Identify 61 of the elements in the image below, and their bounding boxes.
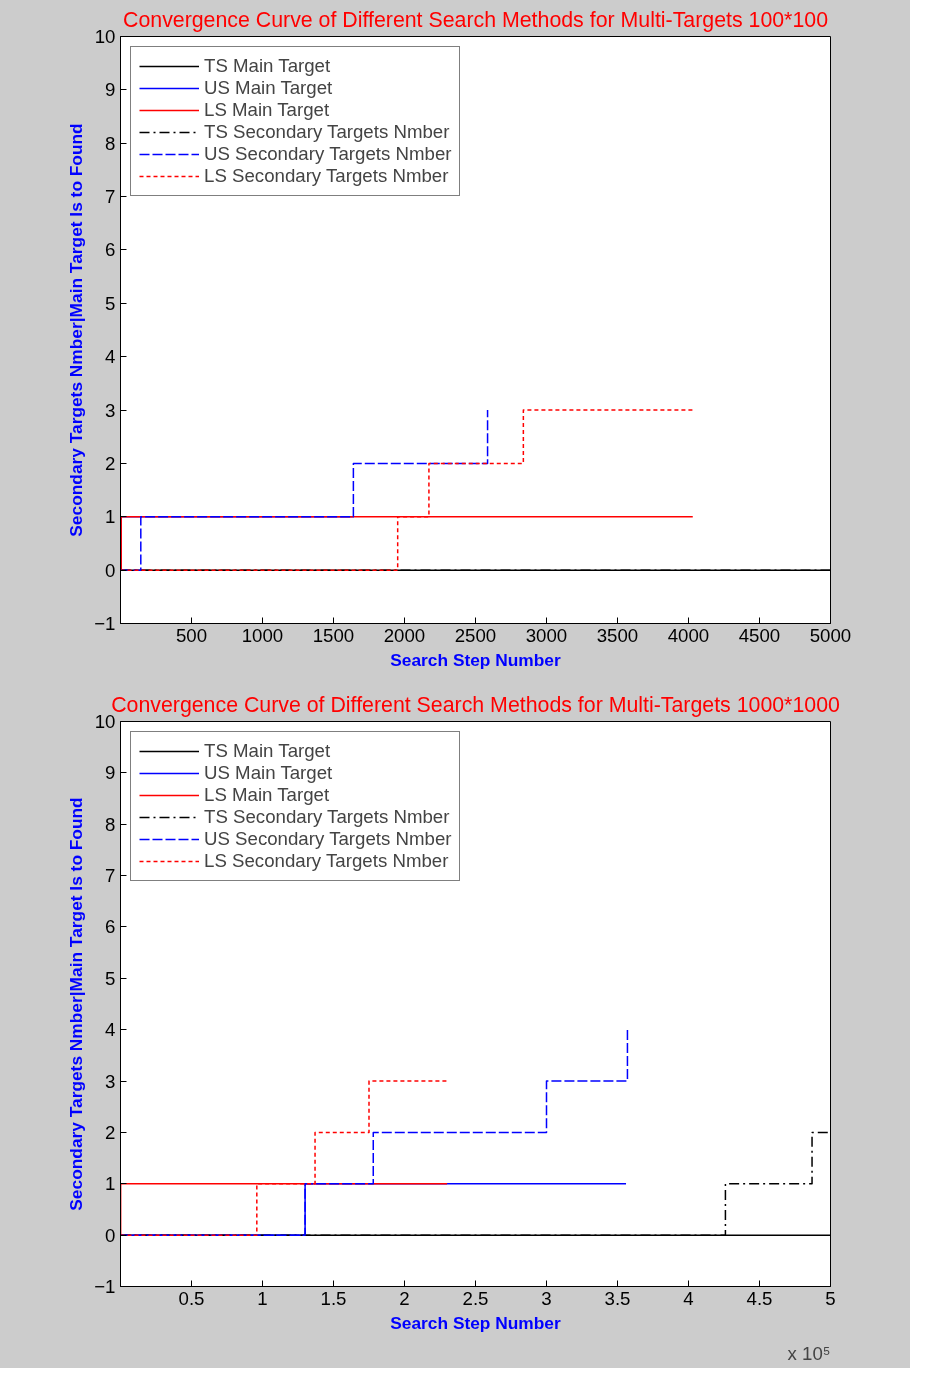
y-tick-label: 2 — [105, 1121, 116, 1143]
y-tick-label: 10 — [94, 26, 116, 47]
y-tick-label: 8 — [105, 813, 116, 835]
legend-label: TS Secondary Targets Nmber — [204, 806, 450, 828]
y-tick-label: 1 — [105, 506, 116, 528]
legend-label: LS Secondary Targets Nmber — [204, 850, 449, 872]
legend-label: LS Secondary Targets Nmber — [204, 165, 449, 187]
legend-label: TS Main Target — [204, 740, 331, 762]
x-tick-label: 3.5 — [604, 1287, 631, 1309]
y-tick-label: 9 — [105, 762, 116, 784]
legend-label: LS Main Target — [204, 99, 330, 121]
x-tick-label: 5000 — [809, 624, 852, 646]
x-tick-label: 1500 — [312, 624, 355, 646]
y-tick-label: 5 — [105, 967, 116, 989]
y-tick-label: 9 — [105, 79, 116, 101]
y-axis-title: Secondary Targets Nmber|Main Target Is to Found — [66, 797, 87, 1211]
y-tick-label: −1 — [94, 613, 116, 634]
legend-label: US Main Target — [204, 762, 333, 784]
y-tick-label: 0 — [105, 1224, 116, 1246]
y-tick-label: 6 — [105, 239, 116, 261]
chart-title: Convergence Curve of Different Search Methods for Multi-Targets 100*100 — [123, 7, 829, 32]
legend-label: TS Secondary Targets Nmber — [204, 121, 450, 143]
y-tick-label: 7 — [105, 186, 116, 208]
x-tick-label: 500 — [175, 624, 208, 646]
x-tick-label: 2.5 — [462, 1287, 489, 1309]
x-tick-label: 3000 — [525, 624, 568, 646]
y-tick-label: 2 — [105, 452, 116, 474]
x-tick-label: 4.5 — [746, 1287, 773, 1309]
x-tick-label: 3 — [541, 1287, 552, 1309]
y-tick-label: 0 — [105, 559, 116, 581]
x-tick-label: 5 — [825, 1287, 836, 1309]
legend-label: US Secondary Targets Nmber — [204, 143, 452, 165]
x-tick-label: 1 — [257, 1287, 268, 1309]
y-tick-label: 7 — [105, 865, 116, 887]
y-tick-label: 1 — [105, 1173, 116, 1195]
x-tick-label: 1.5 — [320, 1287, 347, 1309]
x-tick-label: 2000 — [383, 624, 426, 646]
y-tick-label: 6 — [105, 916, 116, 938]
x-tick-label: 4 — [683, 1287, 694, 1309]
x-tick-label: 1000 — [241, 624, 284, 646]
legend-label: TS Main Target — [204, 55, 331, 77]
y-tick-label: −1 — [94, 1276, 116, 1297]
y-tick-label: 3 — [105, 399, 116, 421]
y-tick-label: 3 — [105, 1070, 116, 1092]
x-tick-label: 3500 — [596, 624, 639, 646]
x-axis-title: Search Step Number — [390, 649, 561, 670]
legend-label: LS Main Target — [204, 784, 330, 806]
legend-label: US Secondary Targets Nmber — [204, 828, 452, 850]
x-tick-label: 0.5 — [178, 1287, 205, 1309]
y-tick-label: 4 — [105, 1019, 116, 1041]
y-tick-label: 8 — [105, 132, 116, 154]
x-tick-label: 4500 — [738, 624, 781, 646]
x-tick-label: 2500 — [454, 624, 497, 646]
x-tick-label: 2 — [399, 1287, 410, 1309]
y-axis-title: Secondary Targets Nmber|Main Target Is to Found — [66, 123, 87, 537]
y-tick-label: 5 — [105, 292, 116, 314]
text: x 10⁵ — [787, 1342, 831, 1364]
x-tick-label: 4000 — [667, 624, 710, 646]
legend-label: US Main Target — [204, 77, 333, 99]
y-tick-label: 4 — [105, 346, 116, 368]
x-axis-title: Search Step Number — [390, 1312, 561, 1333]
